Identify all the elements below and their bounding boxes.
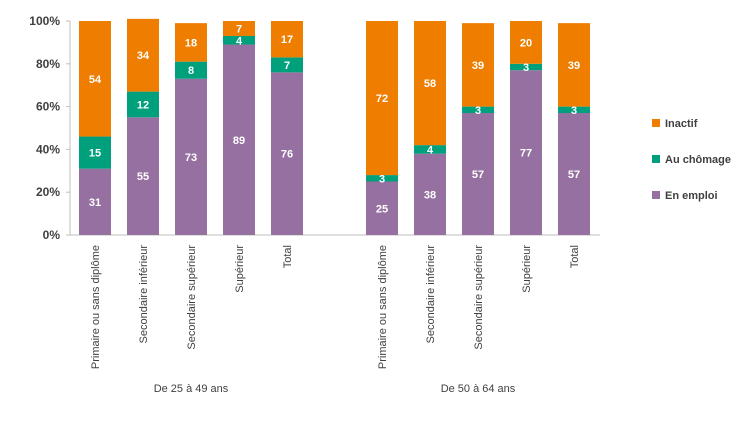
- category-label: Supérieur: [234, 245, 246, 293]
- bar-segment: [79, 168, 111, 235]
- legend-swatch: [652, 155, 660, 163]
- legend-swatch: [652, 191, 660, 199]
- legend-label: En emploi: [665, 190, 718, 202]
- data-label: 12: [137, 99, 149, 111]
- category-label: Supérieur: [521, 245, 533, 293]
- data-label: 76: [281, 149, 293, 161]
- bar-segment: [462, 23, 494, 107]
- bar-segment: [79, 136, 111, 169]
- bar-segment: [558, 23, 590, 107]
- bar-segment: [414, 153, 446, 235]
- data-label: 18: [185, 37, 197, 49]
- data-label: 3: [475, 105, 481, 117]
- data-label: 7: [236, 23, 242, 35]
- bar-segment: [462, 106, 494, 114]
- chart-labels: 3115545512347381889477671725372384585733…: [89, 23, 580, 215]
- category-label: Total: [282, 245, 294, 268]
- group-label: De 50 à 64 ans: [441, 383, 516, 395]
- bar-segment: [414, 145, 446, 154]
- data-label: 57: [472, 169, 484, 181]
- data-label: 15: [89, 148, 101, 160]
- y-tick-label: 40%: [36, 142, 60, 156]
- chart-legend: Inactif Au chômage En emploi: [652, 118, 731, 202]
- chart-bars: [79, 18, 590, 235]
- bar-segment: [223, 35, 255, 45]
- bar-segment: [558, 106, 590, 114]
- data-label: 39: [568, 60, 580, 72]
- data-label: 58: [424, 78, 436, 90]
- data-label: 31: [89, 197, 101, 209]
- data-label: 17: [281, 34, 293, 46]
- data-label: 55: [137, 171, 149, 183]
- data-label: 8: [188, 65, 194, 77]
- data-label: 25: [376, 203, 388, 215]
- data-label: 3: [571, 105, 577, 117]
- y-tick-label: 60%: [36, 100, 60, 114]
- bar-segment: [127, 91, 159, 118]
- bar-segment: [223, 44, 255, 235]
- bar-segment: [175, 61, 207, 79]
- bar-segment: [510, 70, 542, 235]
- y-tick-label: 0%: [43, 228, 61, 242]
- bar-segment: [271, 57, 303, 73]
- data-label: 73: [185, 152, 197, 164]
- chart-axes: 0% 20% 40% 60% 80% 100% Primaire ou sans diplô…: [29, 14, 600, 395]
- bar-segment: [271, 72, 303, 235]
- data-label: 3: [523, 62, 529, 74]
- bar-segment: [414, 21, 446, 146]
- bar-segment: [127, 117, 159, 235]
- category-label: Primaire ou sans diplôme: [377, 245, 389, 369]
- data-label: 57: [568, 169, 580, 181]
- y-tick-label: 20%: [36, 185, 60, 199]
- category-label: Secondaire inférieur: [425, 245, 437, 344]
- data-label: 20: [520, 37, 532, 49]
- data-label: 4: [236, 35, 243, 47]
- y-tick-label: 80%: [36, 57, 60, 71]
- bar-segment: [510, 21, 542, 64]
- bar-segment: [175, 23, 207, 62]
- y-tick-label: 100%: [29, 14, 60, 28]
- category-label: Secondaire supérieur: [186, 245, 198, 350]
- legend-label: Inactif: [665, 118, 698, 130]
- bar-segment: [366, 181, 398, 235]
- bar-segment: [127, 18, 159, 92]
- category-label: Primaire ou sans diplôme: [90, 245, 102, 369]
- bar-segment: [223, 21, 255, 36]
- bar-segment: [175, 78, 207, 235]
- data-label: 77: [520, 148, 532, 160]
- bar-segment: [366, 21, 398, 176]
- data-label: 39: [472, 60, 484, 72]
- data-label: 4: [427, 144, 434, 156]
- data-label: 38: [424, 189, 436, 201]
- category-label: Secondaire inférieur: [138, 245, 150, 344]
- legend-label: Au chômage: [665, 154, 731, 166]
- bar-segment: [510, 63, 542, 71]
- data-label: 54: [89, 74, 102, 86]
- data-label: 7: [284, 60, 290, 72]
- data-label: 34: [137, 50, 150, 62]
- data-label: 3: [379, 173, 385, 185]
- data-label: 89: [233, 135, 245, 147]
- bar-segment: [79, 21, 111, 137]
- group-label: De 25 à 49 ans: [154, 383, 229, 395]
- bar-segment: [271, 21, 303, 58]
- bar-segment: [462, 113, 494, 235]
- category-label: Secondaire supérieur: [473, 245, 485, 350]
- bar-segment: [558, 113, 590, 235]
- category-label: Total: [569, 245, 581, 268]
- data-label: 72: [376, 93, 388, 105]
- legend-swatch: [652, 119, 660, 127]
- bar-segment: [366, 175, 398, 182]
